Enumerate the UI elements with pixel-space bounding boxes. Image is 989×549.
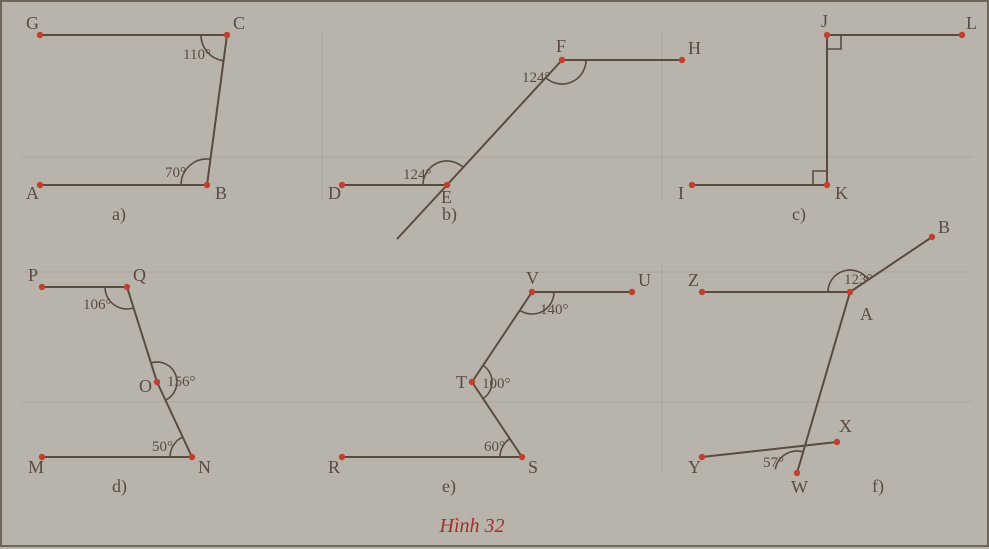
fig-f-point-label-X: X (839, 416, 852, 436)
fig-b-point-label-H: H (688, 38, 701, 58)
fig-f-sublabel: f) (872, 476, 884, 497)
fig-c-sublabel: c) (792, 204, 806, 225)
fig-b-angle-value-E: 124° (403, 167, 432, 183)
fig-a-point-label-B: B (215, 183, 227, 203)
fig-c-point-K (824, 182, 830, 188)
fig-d-point-O (154, 379, 160, 385)
fig-e-line-VT (472, 292, 532, 382)
fig-f-line-AW (797, 292, 850, 473)
fig-c-point-label-K: K (835, 183, 848, 203)
fig-a-sublabel: a) (112, 204, 126, 225)
fig-a-point-label-C: C (233, 13, 245, 33)
fig-d-point-label-O: O (139, 376, 152, 396)
fig-e-point-label-T: T (456, 372, 467, 392)
fig-d-angle-value-Q: 106° (83, 297, 112, 313)
fig-f-point-B (929, 234, 935, 240)
fig-f-point-label-W: W (791, 477, 808, 497)
paper-bleed (22, 32, 972, 472)
fig-c-point-L (959, 32, 965, 38)
fig-a-point-C (224, 32, 230, 38)
fig-e-angle-value-V: 140° (540, 302, 569, 318)
fig-d-point-label-M: M (28, 457, 44, 477)
fig-f-angle-value-W: 57° (763, 455, 784, 471)
fig-b-extension (397, 185, 447, 239)
fig-e-sublabel: e) (442, 476, 456, 497)
fig-e-point-V (529, 289, 535, 295)
fig-d-point-N (189, 454, 195, 460)
fig-f-angle-value-A: 123° (844, 272, 873, 288)
fig-d-sublabel: d) (112, 476, 127, 497)
fig-c-point-label-J: J (821, 11, 828, 31)
fig-a-point-label-G: G (26, 13, 39, 33)
fig-d-point-P (39, 284, 45, 290)
fig-a-point-label-A: A (26, 183, 39, 203)
fig-f-point-W (794, 470, 800, 476)
diagrams: 110°70°GCABa)124°124°FHDEb)JLIKc)106°156… (26, 11, 977, 497)
fig-b-sublabel: b) (442, 204, 457, 225)
fig-d-angle-value-O: 156° (167, 374, 196, 390)
fig-e-point-T (469, 379, 475, 385)
fig-e-angle-value-S: 60° (484, 439, 505, 455)
fig-e-point-label-U: U (638, 270, 651, 290)
fig-f-point-label-Z: Z (688, 270, 699, 290)
fig-e-point-label-S: S (528, 457, 538, 477)
fig-f-point-X (834, 439, 840, 445)
fig-b-angle-value-F: 124° (522, 70, 551, 86)
fig-c-point-J (824, 32, 830, 38)
fig-c-point-label-L: L (966, 13, 977, 33)
fig-f-point-A (847, 289, 853, 295)
fig-d-point-label-N: N (198, 457, 211, 477)
fig-d-point-label-Q: Q (133, 265, 146, 285)
fig-a-angle-value-C: 110° (183, 47, 211, 63)
figure-caption: Hình 32 (439, 515, 505, 537)
fig-e-angle-value-T: 100° (482, 376, 511, 392)
fig-c-point-label-I: I (678, 183, 684, 203)
fig-d-point-label-P: P (28, 265, 38, 285)
fig-e-point-S (519, 454, 525, 460)
fig-f-point-label-B: B (938, 217, 950, 237)
fig-d-angle-value-N: 50° (152, 439, 173, 455)
fig-a-point-B (204, 182, 210, 188)
fig-b-point-F (559, 57, 565, 63)
fig-d-line-QO (127, 287, 157, 382)
fig-f-point-label-A: A (860, 304, 873, 324)
fig-e-point-label-V: V (526, 268, 539, 288)
fig-e-point-U (629, 289, 635, 295)
fig-d-point-Q (124, 284, 130, 290)
fig-e-point-label-R: R (328, 457, 340, 477)
fig-b-point-label-F: F (556, 36, 566, 56)
fig-f-point-Z (699, 289, 705, 295)
fig-b-point-label-D: D (328, 183, 341, 203)
fig-b-point-H (679, 57, 685, 63)
fig-a-angle-value-B: 70° (165, 165, 186, 181)
fig-f-point-label-Y: Y (688, 457, 701, 477)
fig-c-point-I (689, 182, 695, 188)
